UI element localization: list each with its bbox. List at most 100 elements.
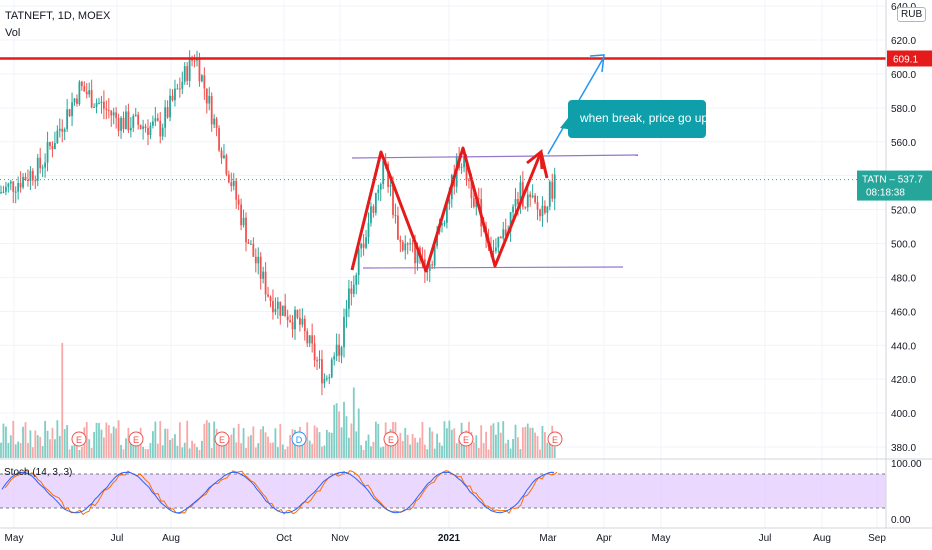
time-tick-label: Aug [813, 533, 831, 544]
volume-bar [196, 447, 198, 458]
volume-bar [423, 444, 426, 458]
candle-body [208, 96, 211, 104]
candle-body [534, 195, 536, 203]
currency-badge[interactable]: RUB [897, 7, 927, 22]
volume-bar [321, 446, 323, 458]
candle-body [551, 181, 554, 199]
volume-bar [318, 432, 321, 458]
candle-body [120, 117, 122, 131]
candle-body [154, 118, 157, 122]
volume-bar [154, 421, 157, 458]
volume-bar [245, 447, 247, 458]
candle-body [227, 174, 230, 183]
candle-body [80, 81, 83, 87]
volume-bar [254, 447, 257, 458]
volume-bar [117, 420, 120, 458]
zigzag-arrowhead [526, 149, 544, 170]
volume-bar [325, 429, 328, 458]
stoch-d-line [4, 468, 558, 516]
candle-body [73, 98, 76, 103]
candle-body [63, 129, 66, 132]
volume-bar [472, 442, 475, 458]
candle-body [499, 236, 502, 239]
stoch-k-line [1, 471, 555, 514]
candle-body [291, 321, 294, 330]
candle-body [7, 183, 10, 187]
volume-bar [311, 443, 314, 458]
volume-bar [313, 425, 316, 458]
volume-bar [247, 436, 250, 458]
candle-body [553, 174, 556, 199]
volume-bar [509, 448, 512, 458]
candle-body [350, 288, 353, 294]
candle-body [149, 125, 152, 135]
resistance-price-text: 609.1 [893, 54, 918, 65]
volume-bar [103, 437, 105, 458]
volume-bar [475, 435, 478, 458]
volume-bar [159, 421, 162, 458]
volume-bar [443, 421, 446, 458]
volume-bar [127, 427, 130, 458]
candle-body [14, 191, 17, 193]
candle-body [232, 180, 235, 187]
candle-body [492, 250, 495, 252]
candle-body [367, 223, 370, 238]
candle-body [156, 118, 159, 121]
candle-body [0, 192, 2, 194]
candle-body [147, 127, 149, 135]
candle-body [41, 167, 44, 169]
volume-bar [250, 435, 252, 458]
candle-body [103, 101, 105, 109]
volume-label: Vol [5, 27, 21, 39]
volume-bar [370, 446, 372, 458]
volume-bar [348, 437, 350, 458]
price-tick-label: 400.0 [891, 409, 916, 420]
marker-label: E [219, 435, 225, 445]
drawings: when break, price go up [0, 54, 886, 273]
time-tick-label: Oct [276, 533, 292, 544]
volume-bar [360, 445, 363, 458]
volume-bar [71, 445, 73, 458]
candle-body [323, 378, 326, 384]
volume-bar [458, 439, 461, 458]
candle-body [83, 86, 86, 92]
volume-bar [291, 429, 294, 458]
earnings-marker [547, 431, 563, 447]
candle-body [296, 309, 299, 318]
marker-label: E [133, 435, 139, 445]
volume-bar [541, 425, 544, 458]
earnings-marker [128, 431, 144, 447]
last-price-text: TATN – 537.7 [862, 175, 923, 186]
volume-bar [105, 422, 108, 458]
volume-bar [436, 433, 438, 458]
candle-body [85, 91, 88, 95]
volume-bar [49, 439, 51, 458]
volume-bar [546, 442, 549, 458]
volume-bar [46, 430, 49, 458]
stoch-band [0, 474, 886, 508]
stochastic-pane [0, 458, 932, 516]
volume-bar [419, 437, 421, 458]
price-tick-label: 420.0 [891, 375, 916, 386]
volume-bar [323, 445, 326, 458]
candle-body [541, 205, 544, 217]
volume-bar [499, 432, 502, 458]
volume-bar [31, 447, 34, 458]
candle-body [328, 377, 331, 379]
volume-bar [2, 423, 5, 458]
volume-bar [512, 438, 514, 458]
volume-bar [365, 440, 367, 458]
volume-bar [367, 434, 370, 458]
candle-body [27, 179, 29, 182]
volume-bar [328, 432, 331, 458]
candle-body [230, 182, 233, 187]
volume-bar [257, 443, 260, 458]
volume-bar [477, 447, 480, 458]
volume-bar [350, 423, 353, 458]
volume-bar [174, 434, 176, 458]
candle-body [252, 243, 255, 257]
volume-bar [78, 449, 81, 458]
candle-body [174, 88, 176, 101]
volume-bar [397, 439, 399, 458]
